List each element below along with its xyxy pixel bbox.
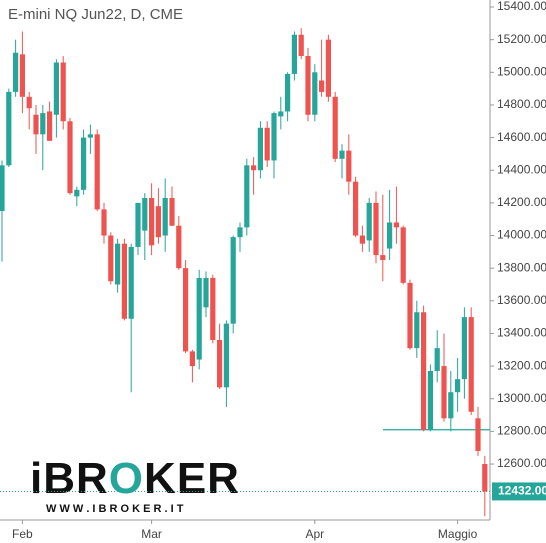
y-tick-label: 13200.00 (497, 358, 546, 372)
y-tick-label: 12600.00 (497, 456, 546, 470)
y-tick-label: 13400.00 (497, 326, 546, 340)
candle-body (230, 237, 236, 324)
candle-body (380, 255, 386, 260)
candle-body (448, 392, 454, 419)
candle-body (393, 222, 399, 228)
candle-body (81, 137, 87, 190)
candle-body (74, 189, 80, 197)
candle-body (400, 227, 406, 283)
y-tick-label: 14400.00 (497, 162, 546, 176)
candle-body (189, 351, 195, 367)
x-tick-label: Maggio (438, 527, 478, 541)
y-tick-label: 15200.00 (497, 32, 546, 46)
candle-body (115, 243, 121, 285)
candle-body (87, 134, 93, 138)
candle-body (305, 55, 311, 115)
candle-body (441, 366, 447, 419)
candle-body (332, 96, 338, 159)
candle-body (94, 134, 100, 210)
candle-body (0, 165, 5, 212)
candle-body (291, 34, 297, 74)
x-tick-label: Mar (141, 527, 162, 541)
y-tick-label: 15000.00 (497, 64, 546, 78)
candle-body (196, 277, 202, 360)
candle-body (217, 339, 223, 388)
chart-title: E-mini NQ Jun22, D, CME (8, 6, 183, 23)
candle-body (319, 80, 325, 92)
candle-body (210, 277, 216, 340)
candle-body (33, 114, 39, 135)
candle-body (26, 96, 32, 109)
candle-body (278, 111, 284, 117)
candle-body (353, 181, 359, 236)
candle-body (298, 34, 304, 56)
candle-body (257, 127, 263, 171)
candle-body (366, 202, 372, 241)
candle-body (251, 165, 257, 171)
candle-body (271, 113, 277, 161)
candle-body (264, 127, 270, 161)
candle-body (13, 52, 19, 92)
y-tick-label: 12800.00 (497, 424, 546, 438)
x-tick-label: Feb (12, 527, 33, 541)
candle-body (421, 312, 427, 430)
candle-body (60, 62, 66, 122)
candle-body (203, 277, 209, 308)
candle-body (155, 206, 161, 238)
candle-body (53, 62, 59, 115)
candle-body (325, 39, 331, 97)
candle-body (176, 225, 182, 269)
candle-body (359, 235, 365, 244)
watermark-logo: iBROKER (30, 454, 240, 503)
candle-body (108, 235, 114, 282)
candle-body (183, 268, 189, 352)
candle-body (244, 165, 250, 228)
candle-body (475, 418, 481, 451)
y-tick-label: 13600.00 (497, 293, 546, 307)
candle-body (19, 54, 25, 97)
last-price-tag (492, 482, 546, 501)
candle-body (121, 243, 127, 319)
candle-body (387, 222, 393, 249)
candle-body (6, 91, 12, 166)
candle-body (135, 202, 141, 247)
x-tick-label: Apr (305, 527, 324, 541)
candle-body (67, 121, 73, 194)
candle-body (468, 317, 474, 412)
y-tick-label: 13800.00 (497, 260, 546, 274)
candle-body (346, 150, 352, 182)
candle-body (427, 370, 433, 430)
candle-body (482, 464, 488, 492)
candle-body (285, 73, 291, 112)
candle-body (47, 111, 53, 141)
candle-body (237, 227, 243, 238)
candle-body (162, 197, 168, 236)
candle-body (223, 323, 229, 388)
candle-body (128, 246, 134, 319)
y-tick-label: 14600.00 (497, 130, 546, 144)
candle-body (339, 150, 345, 159)
candle-body (373, 202, 379, 256)
candle-body (149, 197, 155, 246)
y-tick-label: 14000.00 (497, 228, 546, 242)
watermark-url: W W W . I B R O K E R . I T (46, 503, 184, 515)
candle-body (312, 72, 318, 115)
candle-body (434, 348, 440, 371)
y-tick-label: 14200.00 (497, 195, 546, 209)
y-tick-label: 15400.00 (497, 0, 546, 13)
candle-body (40, 113, 46, 135)
candle-body (169, 197, 175, 226)
candle-body (101, 209, 107, 236)
y-tick-label: 13000.00 (497, 391, 546, 405)
y-tick-label: 14800.00 (497, 97, 546, 111)
candle-body (142, 197, 148, 231)
candle-body (407, 282, 413, 349)
last-price-label: 12432.00 (498, 484, 546, 498)
candle-body (414, 312, 420, 349)
candle-body (455, 379, 461, 393)
candle-body (461, 317, 467, 380)
